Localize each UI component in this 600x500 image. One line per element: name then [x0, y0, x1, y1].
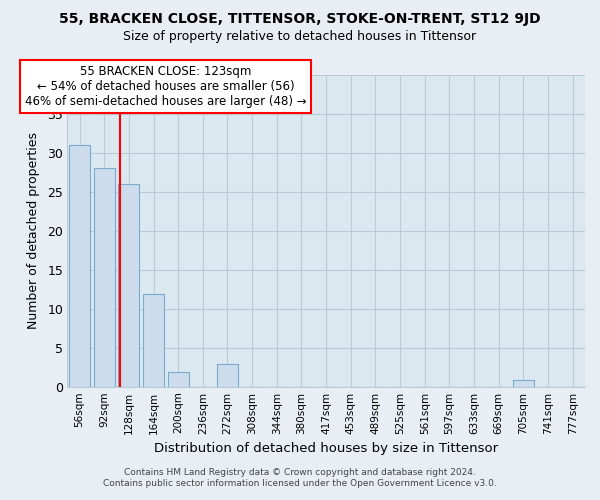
Bar [143, 294, 164, 388]
Bar [118, 184, 139, 388]
Text: Contains HM Land Registry data © Crown copyright and database right 2024.
Contai: Contains HM Land Registry data © Crown c… [103, 468, 497, 487]
X-axis label: Distribution of detached houses by size in Tittensor: Distribution of detached houses by size … [154, 442, 498, 455]
Text: 55 BRACKEN CLOSE: 123sqm
← 54% of detached houses are smaller (56)
46% of semi-d: 55 BRACKEN CLOSE: 123sqm ← 54% of detach… [25, 65, 307, 108]
Bar [69, 145, 90, 388]
Y-axis label: Number of detached properties: Number of detached properties [27, 132, 40, 330]
Text: Size of property relative to detached houses in Tittensor: Size of property relative to detached ho… [124, 30, 476, 43]
Bar [168, 372, 188, 388]
Bar [217, 364, 238, 388]
Bar [94, 168, 115, 388]
Text: 55, BRACKEN CLOSE, TITTENSOR, STOKE-ON-TRENT, ST12 9JD: 55, BRACKEN CLOSE, TITTENSOR, STOKE-ON-T… [59, 12, 541, 26]
Bar [513, 380, 534, 388]
